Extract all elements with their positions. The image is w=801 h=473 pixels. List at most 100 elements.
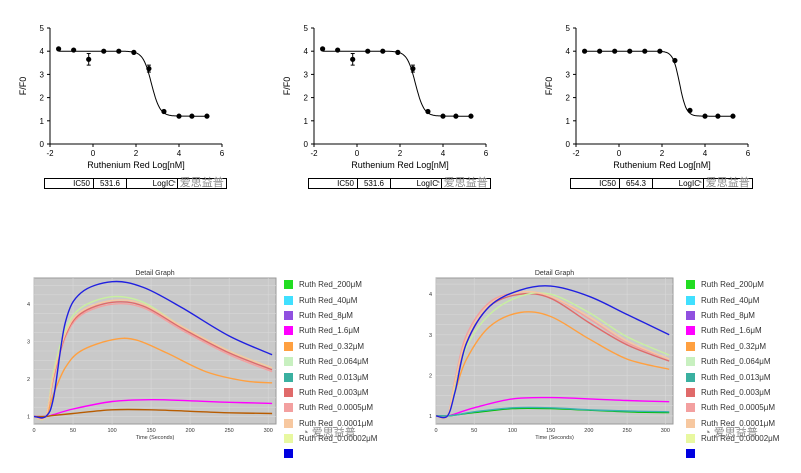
legend-label: Ruth Red_0.32μM [701, 341, 767, 351]
x-tick-label: -2 [572, 149, 580, 158]
series-line [435, 406, 670, 417]
legend-item: Ruth Red_0.0001μM [686, 416, 779, 431]
legend-swatch [686, 403, 695, 413]
legend-item: Ruth Red_0.0001μM [284, 416, 377, 431]
legend-swatch [686, 357, 695, 367]
legend-label: Ruth Red_0.0005μM [701, 403, 775, 413]
data-point [176, 113, 182, 119]
x-tick-label: 50 [70, 428, 76, 434]
legend-swatch [686, 434, 695, 444]
legend-1: Ruth Red_200μM Ruth Red_40μM Ruth Red_8μM R… [284, 277, 377, 462]
data-point [86, 56, 92, 62]
legend-item: Ruth Red_8μM [284, 308, 377, 323]
legend-label: Ruth Red_200μM [299, 280, 362, 290]
data-point [440, 113, 446, 119]
legend-swatch [686, 280, 695, 290]
x-tick-label: 100 [107, 428, 116, 434]
legend-swatch [284, 372, 293, 382]
legend-swatch [284, 449, 293, 459]
ic50-label: IC50 [44, 178, 94, 189]
legend-label: Ruth Red_40μM [701, 295, 760, 305]
x-tick-label: 150 [147, 428, 156, 434]
x-tick-label: 300 [264, 428, 273, 434]
x-tick-label: 300 [661, 428, 670, 434]
data-point [702, 113, 708, 119]
legend-swatch [686, 387, 695, 397]
data-point [672, 57, 678, 64]
watermark-bottom-2: ◔ 爱思益普 [704, 427, 758, 439]
data-point [146, 66, 152, 72]
ic50-value: 531.6 [357, 178, 391, 189]
legend-label: Ruth Red_40μM [299, 295, 358, 305]
ic50-table-3: IC50 654.3 LogIC [570, 178, 753, 189]
y-tick-label: 4 [27, 302, 30, 308]
legend-item: Ruth Red_0.013μM [284, 369, 377, 384]
legend-swatch [284, 326, 293, 336]
watermark-top-1: ◔ 爱思益普 [170, 177, 224, 189]
legend-item: Ruth Red_0.0005μM [284, 400, 377, 415]
x-tick-label: 2 [398, 149, 403, 158]
ic50-table-1: IC50 531.6 LogIC [44, 178, 227, 189]
y-tick-label: 4 [40, 47, 45, 56]
y-tick-label: 5 [566, 24, 571, 33]
y-tick-label: 0 [40, 140, 45, 149]
legend-swatch [284, 387, 293, 397]
watermark-bottom-1: ◔ 爱思益普 [302, 427, 356, 439]
legend-item: Ruth Red_0.00002μM [686, 431, 779, 446]
legend-label: Ruth Red_0.064μM [299, 357, 369, 367]
wechat-icon: ◔ [704, 427, 711, 439]
legend-label: Ruth Red_1.6μM [299, 326, 360, 336]
y-tick-label: 1 [27, 415, 30, 421]
data-point [335, 47, 341, 53]
legend-swatch [686, 341, 695, 351]
y-tick-label: 0 [304, 140, 309, 149]
x-tick-label: 150 [546, 428, 555, 434]
x-tick-label: 6 [484, 149, 489, 158]
data-point [687, 107, 693, 113]
legend-label: Ruth Red_0.003μM [701, 387, 771, 397]
legend-swatch [686, 418, 695, 428]
legend-label: Ruth Red_200μM [701, 280, 764, 290]
data-point [730, 113, 736, 119]
y-tick-label: 3 [566, 70, 571, 79]
y-tick-label: 4 [566, 47, 571, 56]
legend-label: Ruth Red_8μM [701, 310, 755, 320]
y-tick-label: 5 [40, 24, 45, 33]
y-tick-label: 3 [27, 340, 30, 346]
plot-area [435, 277, 674, 425]
x-tick-label: 0 [91, 149, 96, 158]
watermark-top-2: ◔ 爱思益普 [434, 177, 488, 189]
series-line [435, 285, 670, 419]
legend-label: Ruth Red_0.064μM [701, 357, 771, 367]
logic-value [703, 178, 753, 189]
legend-swatch [284, 434, 293, 444]
x-tick-label: 200 [186, 428, 195, 434]
x-tick-label: 0 [434, 428, 437, 434]
y-tick-label: 1 [429, 414, 432, 420]
data-point [380, 48, 386, 54]
data-point [453, 113, 459, 119]
x-tick-label: 0 [355, 149, 360, 158]
legend-item: Ruth Red_200μM [284, 277, 377, 292]
data-point [131, 49, 137, 55]
legend-item: Ruth Red_40μM [686, 292, 779, 307]
data-point [468, 113, 474, 119]
series-line [33, 408, 273, 418]
legend-swatch [686, 326, 695, 336]
legend-label: Ruth Red_0.0005μM [299, 403, 373, 413]
series-line [33, 337, 273, 419]
detail-graph-2: Detail Graph 0 50 100 150 200 250 300 1 2 3 4 Time (… [429, 270, 674, 441]
watermark-top-3: ◔ 爱思益普 [696, 177, 750, 189]
series-line [33, 299, 273, 421]
legend-swatch [284, 418, 293, 428]
ic50-table-2: IC50 531.6 LogIC [308, 178, 491, 189]
legend-swatch [284, 357, 293, 367]
data-point [612, 48, 618, 54]
legend-swatch [686, 449, 695, 459]
legend-label: Ruth Red_0.013μM [701, 372, 771, 382]
ic50-label: IC50 [308, 178, 358, 189]
y-tick-label: 4 [304, 47, 309, 56]
y-tick-label: 1 [304, 117, 309, 126]
fit-curve [584, 50, 733, 117]
